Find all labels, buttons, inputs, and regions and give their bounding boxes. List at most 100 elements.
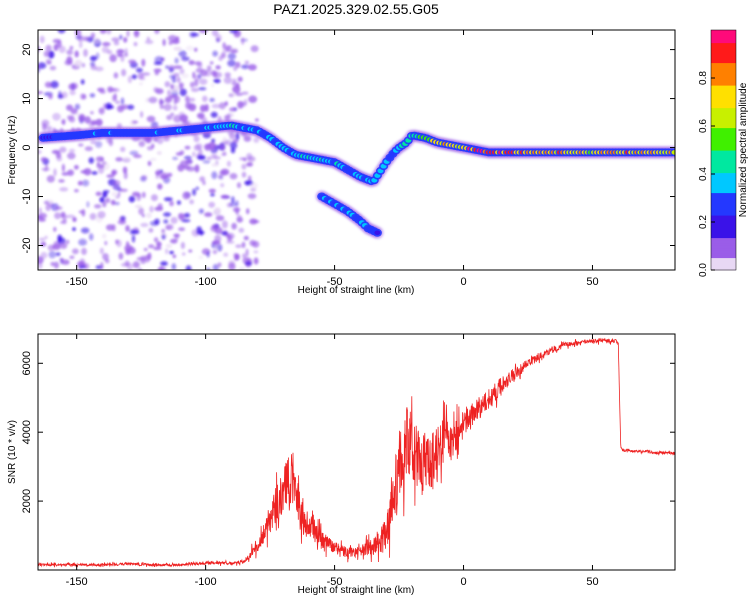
colorbar-segment [711, 120, 736, 124]
noise-blob [123, 171, 128, 180]
noise-blob [69, 90, 76, 96]
noise-blob [69, 45, 74, 50]
noise-blob [111, 94, 115, 102]
noise-blob [106, 105, 115, 109]
noise-blob [90, 64, 97, 71]
colorbar-segment [711, 202, 736, 206]
noise-blob [55, 206, 63, 211]
noise-blob [184, 155, 192, 160]
noise-blob [156, 137, 164, 145]
noise-blob [95, 140, 103, 148]
noise-blob [113, 184, 121, 191]
noise-blob [233, 66, 238, 71]
colorbar-tick-label: 0.6 [698, 119, 709, 133]
noise-blob [60, 91, 68, 99]
noise-blob [181, 73, 189, 79]
noise-blob [38, 207, 42, 214]
noise-blob [241, 64, 250, 70]
noise-blob [131, 74, 137, 80]
noise-blob [143, 247, 148, 252]
noise-blob [185, 101, 192, 110]
colorbar-segment [711, 117, 736, 121]
noise-blob [241, 163, 247, 170]
colorbar-segment [711, 222, 736, 226]
noise-blob [119, 34, 123, 40]
noise-blob [166, 172, 173, 177]
colorbar-segment [711, 192, 736, 196]
noise-blob [153, 138, 159, 142]
noise-blob [61, 172, 70, 176]
noise-blob [43, 50, 50, 58]
colorbar-segment [711, 252, 736, 256]
colorbar-segment [711, 167, 736, 171]
noise-blob [242, 253, 247, 259]
colorbar-segment [711, 67, 736, 71]
colorbar-segment [711, 157, 736, 161]
noise-blob [38, 237, 46, 241]
colorbar-segment [711, 110, 736, 114]
noise-blob [101, 46, 110, 54]
noise-blob [181, 252, 186, 256]
noise-blob [199, 117, 208, 121]
noise-blob [69, 255, 75, 259]
noise-blob [120, 215, 126, 221]
noise-blob [204, 143, 213, 152]
colorbar-segment [711, 200, 736, 204]
noise-blob [236, 214, 243, 223]
noise-blob [50, 80, 59, 89]
noise-blob [46, 61, 52, 65]
noise-blob [94, 66, 104, 72]
colorbar-segment [711, 212, 736, 216]
noise-blob [209, 98, 215, 102]
noise-blob [160, 261, 168, 266]
noise-blob [59, 146, 67, 153]
noise-blob [215, 65, 221, 70]
noise-blob [126, 241, 130, 248]
noise-blob [74, 59, 83, 67]
colorbar-ticks: 0.0 0.2 0.4 0.6 0.8 [698, 71, 715, 277]
noise-blob [77, 35, 84, 42]
noise-blob [229, 201, 237, 207]
noise-blob [140, 222, 149, 228]
noise-blob [61, 118, 66, 126]
x-tick-label: -150 [66, 276, 88, 288]
noise-blob [149, 205, 154, 213]
noise-blob [74, 50, 79, 58]
colorbar-segment [711, 142, 736, 146]
noise-blob [232, 207, 241, 213]
noise-blob [173, 46, 182, 51]
noise-blob [253, 250, 259, 254]
colorbar-segment [711, 42, 736, 46]
noise-blob [199, 229, 204, 236]
noise-blob [132, 261, 140, 269]
noise-blob [208, 201, 216, 208]
noise-blob [98, 107, 105, 114]
noise-blob [44, 235, 48, 240]
noise-blob [235, 61, 241, 69]
noise-blob [116, 105, 125, 113]
y-tick-label: 10 [21, 92, 33, 104]
noise-blob [250, 45, 259, 53]
noise-blob [111, 37, 120, 42]
noise-blob [159, 104, 165, 109]
noise-blob [204, 212, 213, 217]
noise-blob [197, 73, 202, 79]
noise-blob [155, 170, 162, 176]
noise-blob [122, 157, 132, 161]
colorbar-segment [711, 147, 736, 151]
noise-blob [49, 65, 57, 71]
noise-blob [178, 111, 185, 117]
noise-blob [226, 160, 231, 167]
y-tick-label: 2000 [21, 489, 33, 513]
noise-blob [222, 42, 226, 50]
noise-blob [215, 34, 222, 42]
noise-blob [88, 120, 95, 128]
colorbar-segment [711, 195, 736, 199]
colorbar-segment [711, 250, 736, 254]
noise-blob [45, 44, 52, 52]
noise-blob [141, 191, 146, 198]
noise-blob [90, 32, 96, 39]
noise-blob [165, 96, 173, 103]
noise-blob [40, 251, 48, 259]
noise-blob [153, 246, 162, 251]
